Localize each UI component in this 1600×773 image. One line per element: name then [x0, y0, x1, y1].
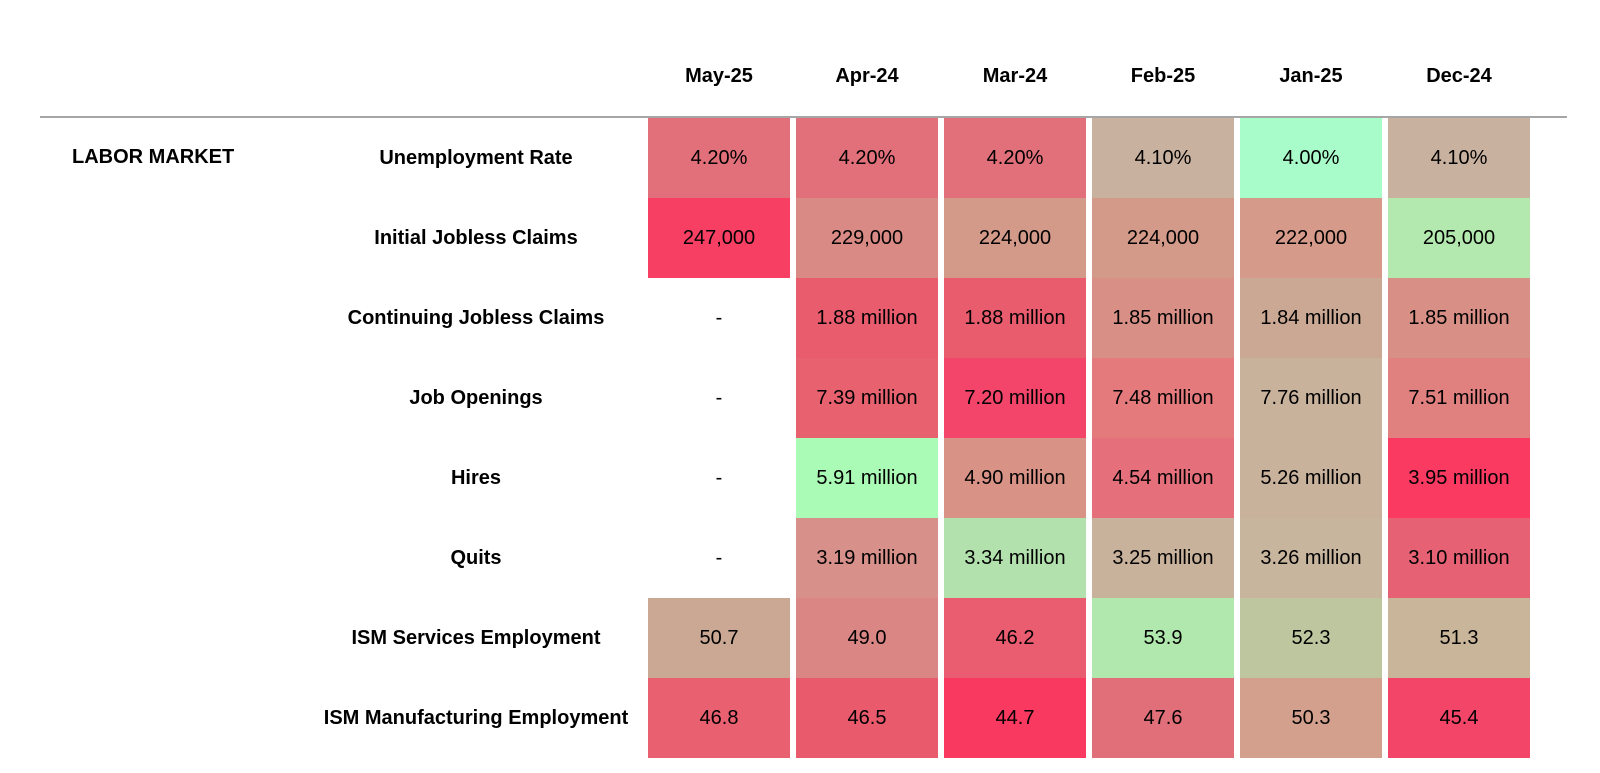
- table-cell: 4.00%: [1240, 118, 1382, 198]
- table-cell: 7.39 million: [796, 358, 938, 438]
- table-cell: 1.88 million: [944, 278, 1086, 358]
- table-cell: 3.10 million: [1388, 518, 1530, 598]
- table-cell: 3.95 million: [1388, 438, 1530, 518]
- table-cell: 5.91 million: [796, 438, 938, 518]
- table-cell: 4.90 million: [944, 438, 1086, 518]
- table-cell: 7.51 million: [1388, 358, 1530, 438]
- table-cell: 50.3: [1240, 678, 1382, 758]
- column-header: Dec-24: [1426, 65, 1492, 87]
- table-cell: 51.3: [1388, 598, 1530, 678]
- row-label: Quits: [450, 547, 502, 569]
- table-cell: 1.85 million: [1092, 278, 1234, 358]
- table-cell: 3.19 million: [796, 518, 938, 598]
- table-cell: 4.20%: [648, 118, 790, 198]
- table-cell: 1.84 million: [1240, 278, 1382, 358]
- table-cell: 224,000: [944, 198, 1086, 278]
- table-cell: 44.7: [944, 678, 1086, 758]
- table-cell: 52.3: [1240, 598, 1382, 678]
- table-cell: 50.7: [648, 598, 790, 678]
- header-divider: [40, 116, 1567, 118]
- table-cell: 205,000: [1388, 198, 1530, 278]
- table-cell: 4.20%: [796, 118, 938, 198]
- table-cell: 46.8: [648, 678, 790, 758]
- table-cell: 4.20%: [944, 118, 1086, 198]
- column-header: Mar-24: [982, 65, 1048, 87]
- table-cell: 4.54 million: [1092, 438, 1234, 518]
- table-cell: 53.9: [1092, 598, 1234, 678]
- table-cell: -: [715, 466, 723, 489]
- table-cell: 45.4: [1388, 678, 1530, 758]
- table-cell: 46.2: [944, 598, 1086, 678]
- row-label: ISM Services Employment: [351, 627, 601, 649]
- table-cell: -: [715, 386, 723, 409]
- table-cell: 3.26 million: [1240, 518, 1382, 598]
- table-cell: 7.48 million: [1092, 358, 1234, 438]
- row-label: Continuing Jobless Claims: [347, 307, 605, 329]
- table-cell: 3.25 million: [1092, 518, 1234, 598]
- column-header: May-25: [685, 65, 753, 87]
- table-cell: 247,000: [648, 198, 790, 278]
- table-cell: 47.6: [1092, 678, 1234, 758]
- table-cell: 7.76 million: [1240, 358, 1382, 438]
- column-header: Feb-25: [1130, 65, 1196, 87]
- row-label: Job Openings: [409, 387, 543, 409]
- table-cell: 1.88 million: [796, 278, 938, 358]
- table-cell: 4.10%: [1388, 118, 1530, 198]
- row-label: Hires: [450, 467, 502, 489]
- table-cell: 1.85 million: [1388, 278, 1530, 358]
- table-cell: 224,000: [1092, 198, 1234, 278]
- table-cell: 3.34 million: [944, 518, 1086, 598]
- table-cell: 7.20 million: [944, 358, 1086, 438]
- column-header: Jan-25: [1279, 65, 1343, 87]
- table-cell: 46.5: [796, 678, 938, 758]
- column-header: Apr-24: [835, 65, 899, 87]
- table-cell: 222,000: [1240, 198, 1382, 278]
- table-cell: 229,000: [796, 198, 938, 278]
- table-cell: 49.0: [796, 598, 938, 678]
- row-label: Unemployment Rate: [379, 147, 573, 169]
- row-label: Initial Jobless Claims: [374, 227, 578, 249]
- section-label: LABOR MARKET: [72, 146, 235, 168]
- row-label: ISM Manufacturing Employment: [323, 707, 629, 729]
- table-cell: 4.10%: [1092, 118, 1234, 198]
- table-cell: 5.26 million: [1240, 438, 1382, 518]
- table-cell: -: [715, 306, 723, 329]
- table-cell: -: [715, 546, 723, 569]
